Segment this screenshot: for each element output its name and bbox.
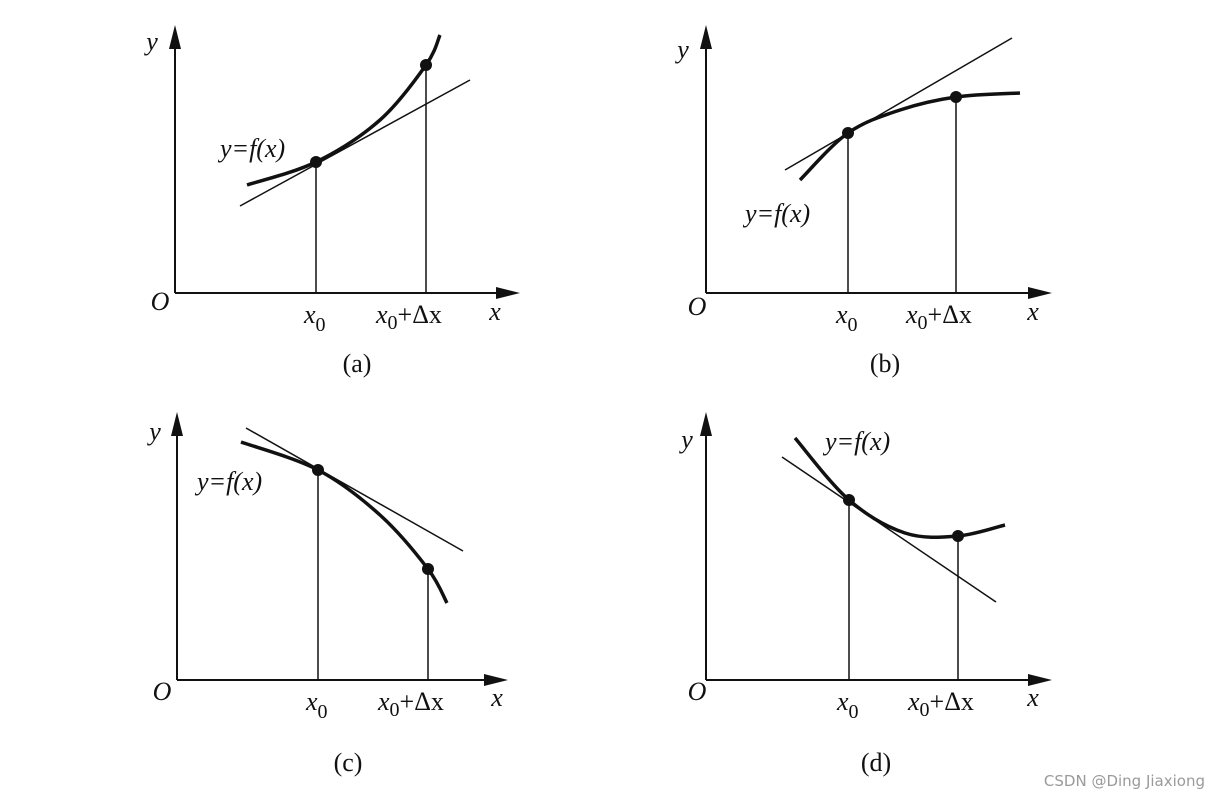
tangent-line — [239, 79, 471, 207]
curve — [246, 34, 442, 187]
panel: Oy x y=f(x) (b) x0 x0+Δx — [674, 25, 1052, 378]
x-axis-label: x — [1026, 683, 1039, 712]
y-axis-label: y — [674, 35, 689, 64]
curve-label: y=f(x) — [217, 134, 285, 163]
point — [950, 91, 962, 103]
curve-label: y=f(x) — [194, 467, 262, 496]
x-arrow — [1028, 674, 1052, 686]
y-axis-label: y — [143, 27, 158, 56]
y-arrow — [700, 412, 712, 436]
x-axis-label: x — [488, 297, 501, 326]
curve-label: y=f(x) — [822, 427, 890, 456]
point — [952, 530, 964, 542]
curve — [240, 440, 449, 604]
point — [422, 563, 434, 575]
tangent-line — [784, 37, 1013, 171]
x-axis-label: x — [1026, 297, 1039, 326]
x0-label: x0 — [303, 300, 326, 336]
y-arrow — [169, 25, 181, 49]
panel: Oy x y=f(x) (c)x0 x0+Δx — [146, 412, 508, 777]
panel: Oy x y=f(x) (a) x0 x0+Δx — [143, 25, 520, 378]
point — [843, 494, 855, 506]
origin-label: O — [151, 287, 170, 316]
point — [312, 464, 324, 476]
x0-label: x0 — [835, 300, 858, 336]
tangent-line — [781, 456, 997, 603]
point — [310, 156, 322, 168]
tangent-line — [245, 427, 464, 552]
origin-label: O — [153, 677, 172, 706]
x1-label: x0+Δx — [377, 687, 444, 721]
x-axis-label: x — [490, 683, 503, 712]
x-arrow — [484, 674, 508, 686]
x1-label: x0+Δx — [907, 687, 974, 721]
caption: (a) — [343, 349, 372, 378]
y-axis-label: y — [146, 417, 161, 446]
curve — [793, 436, 1006, 539]
point — [420, 59, 432, 71]
curve — [798, 91, 1021, 182]
caption: (d) — [861, 748, 891, 777]
x0-label: x0 — [836, 687, 859, 723]
x-arrow — [1028, 287, 1052, 299]
x1-label: x0+Δx — [375, 300, 442, 334]
x-arrow — [496, 287, 520, 299]
y-arrow — [700, 25, 712, 49]
point — [842, 127, 854, 139]
y-arrow — [171, 412, 183, 436]
y-axis-label: y — [678, 425, 693, 454]
origin-label: O — [688, 677, 707, 706]
panel: Oy x y=f(x) (d)x0 x0+Δx — [678, 412, 1052, 777]
curve-label: y=f(x) — [742, 199, 810, 228]
origin-label: O — [688, 292, 707, 321]
x1-label: x0+Δx — [905, 300, 972, 334]
caption: (c) — [334, 748, 363, 777]
watermark: CSDN @Ding Jiaxiong — [1044, 772, 1205, 790]
x0-label: x0 — [305, 687, 328, 723]
caption: (b) — [870, 349, 900, 378]
